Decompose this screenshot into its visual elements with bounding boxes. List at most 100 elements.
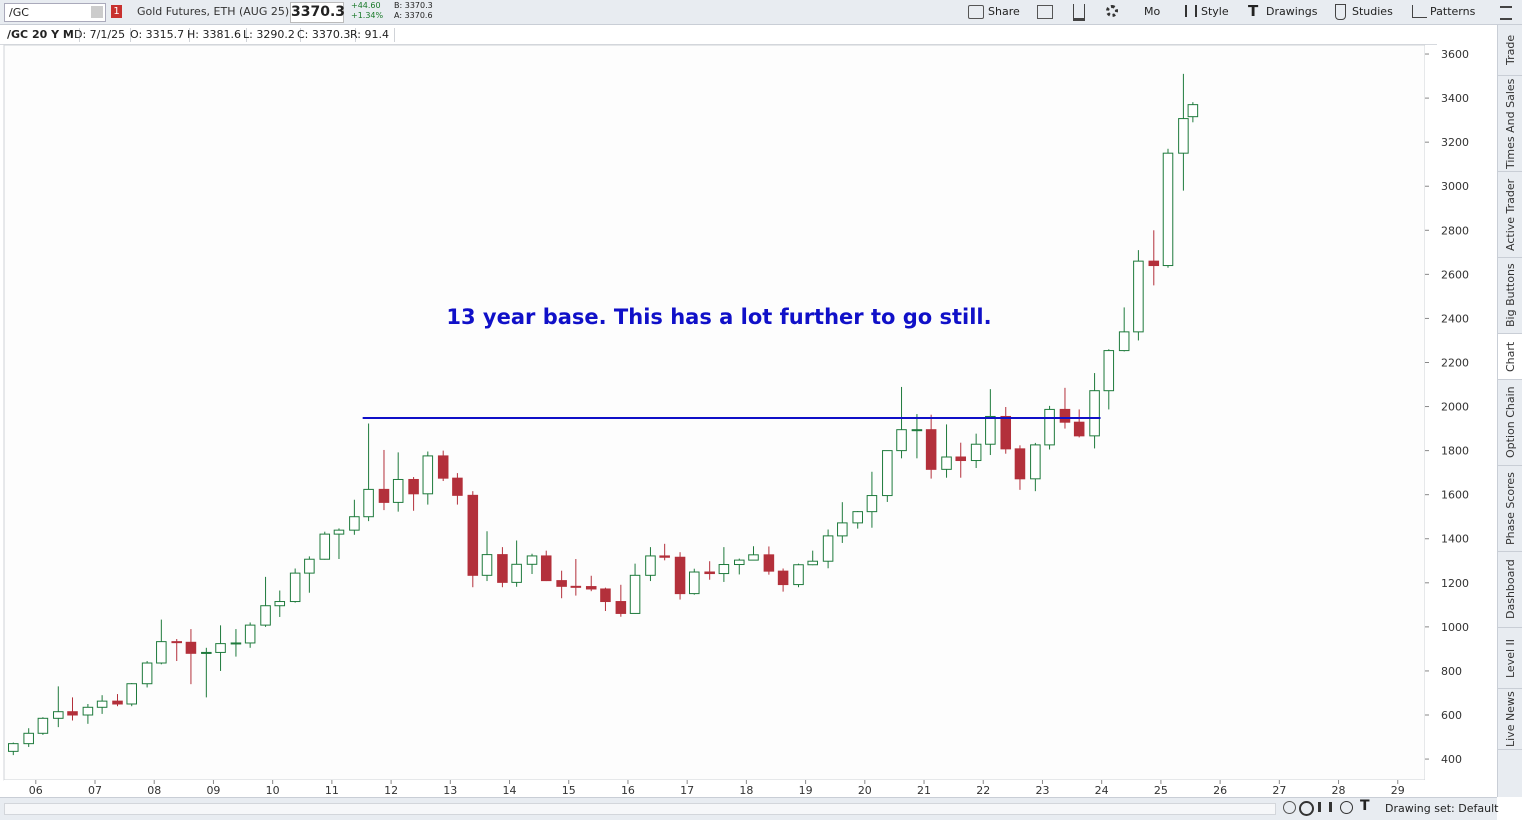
candle-body xyxy=(363,488,374,518)
candle-body xyxy=(866,495,878,513)
scrollbar[interactable] xyxy=(4,803,1276,815)
sidebar-tab[interactable]: Live News xyxy=(1498,689,1522,750)
candle-body xyxy=(748,554,759,561)
candle-body xyxy=(392,478,404,503)
time-axis xyxy=(4,780,1425,797)
x-tick-label: 17 xyxy=(680,784,694,797)
candle-body xyxy=(925,429,937,470)
symbol-input[interactable]: /GC xyxy=(4,3,106,22)
candle-body xyxy=(1118,331,1130,352)
style-button[interactable]: Style xyxy=(1201,5,1229,18)
candle-body xyxy=(185,641,197,654)
x-tick-label: 24 xyxy=(1095,784,1109,797)
link-badge[interactable]: 1 xyxy=(111,5,122,18)
candle-body xyxy=(1059,408,1071,423)
drawing-tool[interactable]: T xyxy=(1360,798,1370,814)
x-tick-label: 07 xyxy=(88,784,102,797)
candle-body xyxy=(526,555,538,565)
candle-body xyxy=(171,641,182,644)
candle-body xyxy=(689,571,700,595)
candle-body xyxy=(1073,421,1085,437)
candle-body xyxy=(793,564,804,586)
x-tick-label: 20 xyxy=(858,784,872,797)
style-icon[interactable] xyxy=(1185,5,1197,17)
candle-body xyxy=(570,585,582,588)
candle-body xyxy=(112,700,123,705)
studies-button[interactable]: Studies xyxy=(1352,5,1393,18)
period-button[interactable]: Mo xyxy=(1144,5,1161,18)
candle-body xyxy=(289,572,301,603)
info-item: C: 3370.3 xyxy=(292,28,357,42)
candle-body xyxy=(556,580,567,587)
sidebar-tab[interactable]: Big Buttons xyxy=(1498,258,1522,334)
candle-body xyxy=(274,601,286,607)
candle-body xyxy=(540,555,552,582)
y-tick-label: 2600 xyxy=(1441,268,1469,281)
drawings-button[interactable]: Drawings xyxy=(1266,5,1318,18)
candle-body xyxy=(896,429,907,452)
candle-body xyxy=(837,522,848,537)
annotation-text: 13 year base. This has a lot further to … xyxy=(446,305,991,329)
zoom-out[interactable] xyxy=(1283,801,1296,814)
candle-body xyxy=(319,533,331,560)
candle-body xyxy=(822,535,834,562)
candle-body xyxy=(201,651,212,654)
candle-body xyxy=(1133,260,1144,333)
bid: B: 3370.3 xyxy=(394,1,433,10)
patterns-icon[interactable] xyxy=(1412,5,1427,18)
y-tick-label: 1400 xyxy=(1441,533,1469,546)
candle-body xyxy=(985,415,996,445)
x-tick-label: 19 xyxy=(799,784,813,797)
candle-body xyxy=(437,455,449,479)
info-item: /GC 20 Y M xyxy=(2,28,80,42)
candle-body xyxy=(215,643,226,653)
drawing-set[interactable]: Drawing set: Default xyxy=(1385,802,1499,815)
flask-icon[interactable] xyxy=(1073,4,1085,21)
screenshot-icon[interactable] xyxy=(1037,5,1053,19)
sidebar-tab[interactable]: Trade xyxy=(1498,25,1522,76)
y-tick-label: 2800 xyxy=(1441,224,1469,237)
candle-body xyxy=(333,529,345,535)
dropdown[interactable] xyxy=(91,6,103,18)
candle-body xyxy=(497,554,508,583)
settings-icon[interactable] xyxy=(1106,5,1118,17)
candle-body xyxy=(422,455,434,495)
y-tick-label: 600 xyxy=(1441,709,1462,722)
crosshair[interactable] xyxy=(1340,801,1353,814)
candle-body xyxy=(882,450,893,497)
candle-body xyxy=(777,570,789,586)
sidebar-tab[interactable]: Chart xyxy=(1498,334,1522,380)
y-tick-label: 3000 xyxy=(1441,180,1469,193)
y-tick-label: 1200 xyxy=(1441,577,1469,590)
patterns-button[interactable]: Patterns xyxy=(1430,5,1476,18)
candle-body xyxy=(585,586,597,590)
pan[interactable] xyxy=(1318,802,1332,812)
sidebar-tab[interactable]: Option Chain xyxy=(1498,380,1522,466)
x-tick-label: 08 xyxy=(147,784,161,797)
sidebar-tab[interactable]: Dashboard xyxy=(1498,552,1522,628)
candle-body xyxy=(807,560,818,566)
x-tick-label: 15 xyxy=(562,784,576,797)
symbol: /GC xyxy=(9,6,29,19)
sidebar-tab[interactable]: Phase Scores xyxy=(1498,466,1522,552)
info-item: L: 3290.2 xyxy=(238,28,301,42)
candle-body xyxy=(37,717,49,734)
sidebar-tab[interactable]: Level II xyxy=(1498,628,1522,689)
menu-icon[interactable] xyxy=(1500,6,1512,20)
candle-body xyxy=(1148,260,1160,267)
sidebar-tab[interactable]: Times And Sales xyxy=(1498,76,1522,172)
x-tick-label: 16 xyxy=(621,784,635,797)
candle-body xyxy=(378,488,390,503)
x-tick-label: 11 xyxy=(325,784,339,797)
y-tick-label: 1800 xyxy=(1441,445,1469,458)
sidebar-tab[interactable]: Active Trader xyxy=(1498,172,1522,258)
share-icon[interactable] xyxy=(968,5,984,19)
zoom-in[interactable] xyxy=(1299,801,1314,816)
x-tick-label: 23 xyxy=(1035,784,1049,797)
drawings-icon[interactable]: T xyxy=(1248,2,1259,20)
candle-body xyxy=(955,456,967,462)
candle-body xyxy=(1030,444,1041,480)
studies-icon[interactable] xyxy=(1335,4,1346,20)
share-button[interactable]: Share xyxy=(988,5,1020,18)
